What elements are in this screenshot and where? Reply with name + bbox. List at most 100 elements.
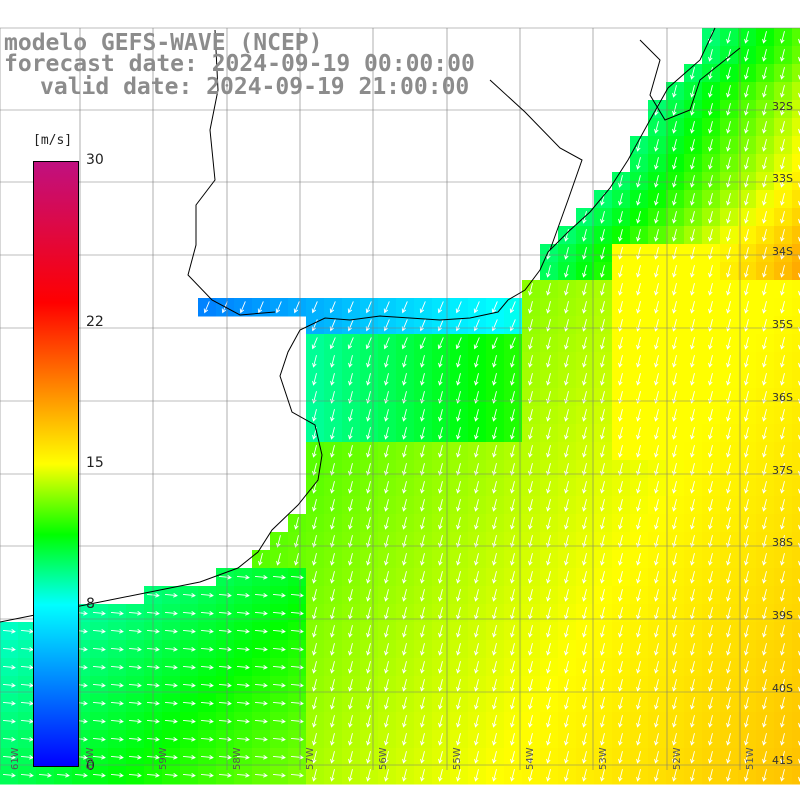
wind-arrow (218, 646, 232, 652)
wind-arrow (762, 85, 767, 98)
wind-arrow (726, 589, 731, 602)
wind-arrow (672, 445, 677, 458)
wind-arrow (366, 571, 371, 584)
wind-arrow (726, 553, 731, 566)
wind-arrow (672, 409, 677, 422)
wind-arrow (600, 733, 605, 746)
wind-arrow (257, 301, 264, 314)
wind-arrow (384, 499, 389, 512)
wind-cell (792, 640, 800, 659)
wind-arrow (618, 571, 623, 584)
wind-arrow (744, 265, 749, 278)
wind-arrow (348, 571, 353, 584)
wind-arrow (672, 373, 677, 386)
wind-arrow (780, 751, 785, 764)
wind-arrow (780, 355, 785, 368)
wind-arrow (780, 121, 785, 134)
wind-arrow (510, 697, 515, 710)
wind-arrow (618, 553, 623, 566)
wind-arrow (365, 301, 372, 314)
wind-arrow (726, 697, 731, 710)
wind-arrow (726, 643, 731, 656)
wind-arrow (384, 409, 389, 422)
wind-arrow (690, 625, 695, 638)
wind-arrow (492, 733, 497, 746)
wind-arrow (618, 301, 623, 314)
wind-arrow (600, 661, 605, 674)
wind-arrow (762, 769, 767, 782)
wind-arrow (690, 409, 695, 422)
wind-arrow (164, 592, 178, 598)
wind-arrow (744, 355, 749, 368)
wind-arrow (690, 697, 695, 710)
wind-arrow (636, 751, 641, 764)
wind-arrow (762, 589, 767, 602)
wind-arrow (780, 643, 785, 656)
wind-arrow (672, 157, 677, 170)
wind-cell (792, 352, 800, 371)
wind-arrow (456, 625, 461, 638)
wind-arrow (92, 628, 106, 634)
wind-arrow (492, 625, 497, 638)
wind-arrow (708, 157, 713, 170)
wind-arrow (564, 247, 569, 260)
wind-cell (792, 712, 800, 731)
wind-arrow (272, 772, 286, 778)
wind-arrow (672, 283, 677, 296)
wind-arrow (726, 175, 731, 188)
wind-arrow (744, 571, 749, 584)
wind-arrow (330, 697, 335, 710)
wind-arrow (348, 535, 353, 548)
wind-arrow (110, 736, 124, 742)
wind-arrow (744, 247, 749, 260)
wind-arrow (438, 517, 443, 530)
wind-arrow (348, 373, 353, 386)
wind-arrow (672, 589, 677, 602)
wind-arrow (690, 337, 695, 350)
colorbar-tick: 15 (86, 455, 104, 471)
wind-arrow (2, 736, 16, 742)
wind-arrow (312, 553, 317, 566)
wind-arrow (762, 265, 767, 278)
wind-arrow (218, 718, 232, 724)
wind-arrow (672, 337, 677, 350)
wind-arrow (312, 463, 317, 476)
longitude-label: 59W (158, 747, 169, 770)
wind-arrow (618, 355, 623, 368)
wind-arrow (402, 697, 407, 710)
wind-arrow (582, 247, 587, 260)
wind-arrow (726, 661, 731, 674)
wind-arrow (384, 481, 389, 494)
wind-arrow (672, 229, 677, 242)
wind-arrow (290, 772, 304, 778)
wind-cell (792, 244, 800, 263)
wind-arrow (56, 772, 70, 778)
wind-cell (792, 766, 800, 785)
wind-arrow (438, 445, 443, 458)
wind-arrow (492, 715, 497, 728)
wind-arrow (474, 715, 479, 728)
wind-arrow (582, 625, 587, 638)
wind-cell (792, 604, 800, 623)
wind-arrow (492, 409, 497, 422)
wind-arrow (654, 751, 659, 764)
wind-arrow (420, 733, 425, 746)
wind-arrow (546, 571, 551, 584)
wind-arrow (546, 661, 551, 674)
wind-arrow (456, 373, 461, 386)
wind-arrow (762, 139, 767, 152)
wind-arrow (654, 571, 659, 584)
wind-arrow (474, 571, 479, 584)
wind-arrow (636, 229, 641, 242)
wind-arrow (384, 535, 389, 548)
wind-cell (792, 190, 800, 209)
wind-cell (792, 262, 800, 281)
wind-arrow (438, 733, 443, 746)
wind-arrow (744, 283, 749, 296)
wind-arrow (672, 517, 677, 530)
wind-arrow (528, 517, 533, 530)
wind-arrow (510, 535, 515, 548)
forecast-date: forecast date: 2024-09-19 00:00:00 (4, 51, 475, 77)
colorbar-tick: 8 (86, 596, 95, 613)
wind-arrow (200, 772, 214, 778)
